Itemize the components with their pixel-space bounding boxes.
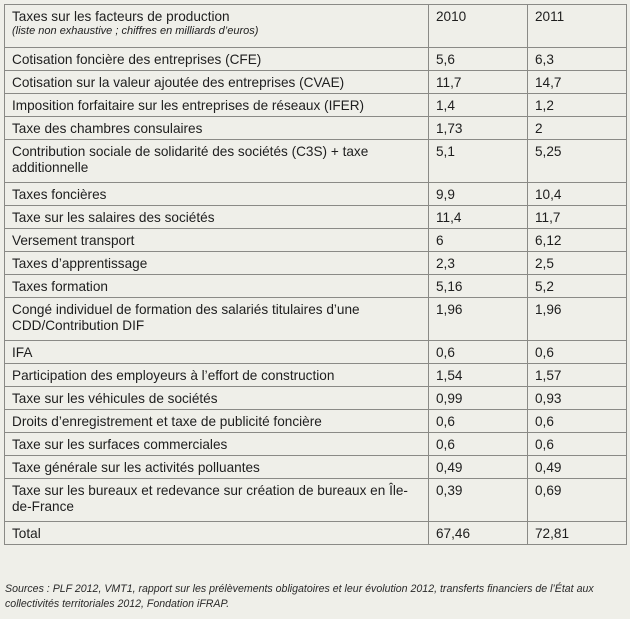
table-row: Taxe des chambres consulaires 1,73 2 — [4, 116, 627, 140]
table-row: Taxe générale sur les activités polluant… — [4, 455, 627, 479]
table-row: Contribution sociale de solidarité des s… — [4, 139, 627, 183]
tax-table: Taxes sur les facteurs de production (li… — [4, 4, 627, 545]
total-2011: 72,81 — [527, 521, 627, 545]
value-2011: 5,2 — [527, 274, 627, 298]
sources-note: Sources : PLF 2012, VMT1, rapport sur le… — [5, 583, 594, 610]
value-2010: 9,9 — [428, 182, 528, 206]
value-2010: 11,4 — [428, 205, 528, 229]
value-2010: 0,39 — [428, 478, 528, 522]
value-2010: 6 — [428, 228, 528, 252]
row-label: Taxe sur les véhicules de sociétés — [4, 386, 429, 410]
table-row: Taxe sur les salaires des sociétés 11,4 … — [4, 205, 627, 229]
value-2010: 1,54 — [428, 363, 528, 387]
row-label: Taxe sur les surfaces commerciales — [4, 432, 429, 456]
value-2010: 5,16 — [428, 274, 528, 298]
table-subtitle: (liste non exhaustive ; chiffres en mill… — [12, 25, 259, 37]
row-label: Congé individuel de formation des salari… — [4, 297, 429, 341]
value-2010: 5,1 — [428, 139, 528, 183]
value-2010: 0,6 — [428, 340, 528, 364]
value-2011: 1,96 — [527, 297, 627, 341]
table-row: IFA 0,6 0,6 — [4, 340, 627, 364]
value-2011: 0,93 — [527, 386, 627, 410]
total-2010: 67,46 — [428, 521, 528, 545]
value-2011: 6,3 — [527, 47, 627, 71]
value-2010: 2,3 — [428, 251, 528, 275]
value-2011: 11,7 — [527, 205, 627, 229]
value-2010: 5,6 — [428, 47, 528, 71]
value-2011: 14,7 — [527, 70, 627, 94]
total-row: Total 67,46 72,81 — [4, 521, 627, 545]
table-row: Taxes d’apprentissage 2,3 2,5 — [4, 251, 627, 275]
table-row: Taxe sur les bureaux et redevance sur cr… — [4, 478, 627, 522]
value-2011: 1,2 — [527, 93, 627, 117]
value-2011: 0,6 — [527, 432, 627, 456]
value-2011: 6,12 — [527, 228, 627, 252]
row-label: Imposition forfaitaire sur les entrepris… — [4, 93, 429, 117]
total-label: Total — [4, 521, 429, 545]
row-label: Cotisation foncière des entreprises (CFE… — [4, 47, 429, 71]
row-label: Taxes formation — [4, 274, 429, 298]
value-2011: 0,69 — [527, 478, 627, 522]
table-row: Cotisation sur la valeur ajoutée des ent… — [4, 70, 627, 94]
table-row: Taxes foncières 9,9 10,4 — [4, 182, 627, 206]
value-2011: 10,4 — [527, 182, 627, 206]
row-label: Cotisation sur la valeur ajoutée des ent… — [4, 70, 429, 94]
row-label: Taxe des chambres consulaires — [4, 116, 429, 140]
table-row: Taxe sur les véhicules de sociétés 0,99 … — [4, 386, 627, 410]
value-2010: 0,6 — [428, 432, 528, 456]
table-row: Droits d’enregistrement et taxe de publi… — [4, 409, 627, 433]
row-label: Taxes d’apprentissage — [4, 251, 429, 275]
value-2011: 0,49 — [527, 455, 627, 479]
table-row: Imposition forfaitaire sur les entrepris… — [4, 93, 627, 117]
table-header-row: Taxes sur les facteurs de production (li… — [4, 4, 627, 48]
value-2010: 11,7 — [428, 70, 528, 94]
value-2011: 0,6 — [527, 409, 627, 433]
table-row: Cotisation foncière des entreprises (CFE… — [4, 47, 627, 71]
value-2011: 1,57 — [527, 363, 627, 387]
value-2010: 1,96 — [428, 297, 528, 341]
row-label: Contribution sociale de solidarité des s… — [4, 139, 429, 183]
column-header-2010: 2010 — [428, 4, 528, 48]
row-label: Participation des employeurs à l’effort … — [4, 363, 429, 387]
table-title: Taxes sur les facteurs de production — [12, 9, 230, 24]
row-label: IFA — [4, 340, 429, 364]
value-2010: 0,6 — [428, 409, 528, 433]
table-row: Versement transport 6 6,12 — [4, 228, 627, 252]
table-row: Participation des employeurs à l’effort … — [4, 363, 627, 387]
table-row: Taxe sur les surfaces commerciales 0,6 0… — [4, 432, 627, 456]
value-2010: 0,49 — [428, 455, 528, 479]
row-label: Taxe sur les salaires des sociétés — [4, 205, 429, 229]
header-label-cell: Taxes sur les facteurs de production (li… — [4, 4, 429, 48]
value-2010: 1,4 — [428, 93, 528, 117]
row-label: Taxes foncières — [4, 182, 429, 206]
column-header-2011: 2011 — [527, 4, 627, 48]
row-label: Taxe sur les bureaux et redevance sur cr… — [4, 478, 429, 522]
row-label: Droits d’enregistrement et taxe de publi… — [4, 409, 429, 433]
value-2011: 2 — [527, 116, 627, 140]
value-2010: 0,99 — [428, 386, 528, 410]
value-2011: 0,6 — [527, 340, 627, 364]
row-label: Taxe générale sur les activités polluant… — [4, 455, 429, 479]
value-2010: 1,73 — [428, 116, 528, 140]
row-label: Versement transport — [4, 228, 429, 252]
table-row: Congé individuel de formation des salari… — [4, 297, 627, 341]
value-2011: 2,5 — [527, 251, 627, 275]
table-row: Taxes formation 5,16 5,2 — [4, 274, 627, 298]
value-2011: 5,25 — [527, 139, 627, 183]
